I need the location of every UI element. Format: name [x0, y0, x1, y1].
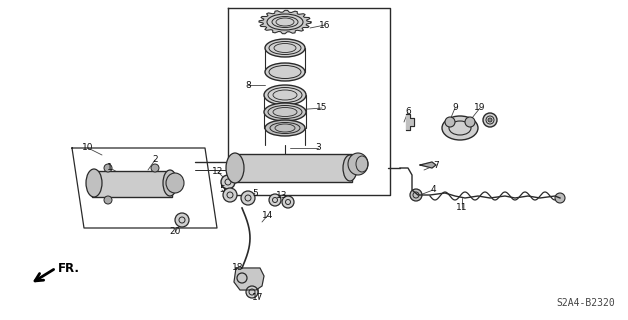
Ellipse shape — [264, 85, 306, 105]
Text: 5: 5 — [252, 188, 258, 197]
Circle shape — [555, 193, 565, 203]
Text: 10: 10 — [82, 143, 94, 153]
Circle shape — [483, 113, 497, 127]
Text: 14: 14 — [263, 211, 274, 220]
Circle shape — [241, 191, 255, 205]
Text: 20: 20 — [170, 228, 181, 236]
Ellipse shape — [163, 170, 177, 196]
Circle shape — [221, 175, 235, 189]
Text: 13: 13 — [276, 190, 288, 199]
Polygon shape — [234, 268, 264, 290]
Ellipse shape — [265, 39, 305, 57]
Circle shape — [237, 273, 247, 283]
Text: 5: 5 — [219, 186, 225, 195]
Bar — [232, 154, 352, 182]
Text: 12: 12 — [212, 167, 224, 177]
Ellipse shape — [86, 169, 102, 197]
Text: 16: 16 — [319, 20, 331, 29]
Circle shape — [410, 189, 422, 201]
Ellipse shape — [267, 14, 303, 30]
Circle shape — [488, 118, 492, 122]
Text: 15: 15 — [317, 103, 328, 113]
Bar — [92, 171, 172, 197]
Circle shape — [465, 117, 475, 127]
Ellipse shape — [348, 153, 368, 175]
Text: 11: 11 — [457, 204, 468, 212]
Polygon shape — [420, 162, 436, 168]
Circle shape — [269, 194, 281, 206]
Circle shape — [104, 196, 112, 204]
Ellipse shape — [166, 173, 184, 193]
Text: 1: 1 — [107, 164, 113, 172]
Text: 6: 6 — [405, 108, 411, 116]
Ellipse shape — [265, 120, 305, 136]
Text: 9: 9 — [452, 103, 458, 113]
Text: 19: 19 — [474, 103, 485, 113]
Ellipse shape — [226, 153, 244, 183]
Polygon shape — [406, 114, 414, 130]
Text: 8: 8 — [245, 81, 251, 90]
Circle shape — [445, 117, 455, 127]
Ellipse shape — [442, 116, 478, 140]
Text: 18: 18 — [232, 263, 244, 273]
Circle shape — [151, 164, 159, 172]
Text: 17: 17 — [252, 293, 264, 302]
Polygon shape — [259, 10, 311, 34]
Text: 3: 3 — [315, 143, 321, 153]
Text: 2: 2 — [152, 156, 158, 164]
Circle shape — [282, 196, 294, 208]
Text: S2A4-B2320: S2A4-B2320 — [556, 298, 615, 308]
Ellipse shape — [343, 155, 357, 181]
Circle shape — [104, 164, 112, 172]
Ellipse shape — [265, 63, 305, 81]
Circle shape — [175, 213, 189, 227]
Text: FR.: FR. — [58, 261, 80, 275]
Circle shape — [246, 286, 258, 298]
Ellipse shape — [264, 103, 306, 121]
Text: 4: 4 — [430, 186, 436, 195]
Circle shape — [223, 188, 237, 202]
Text: 7: 7 — [433, 161, 439, 170]
